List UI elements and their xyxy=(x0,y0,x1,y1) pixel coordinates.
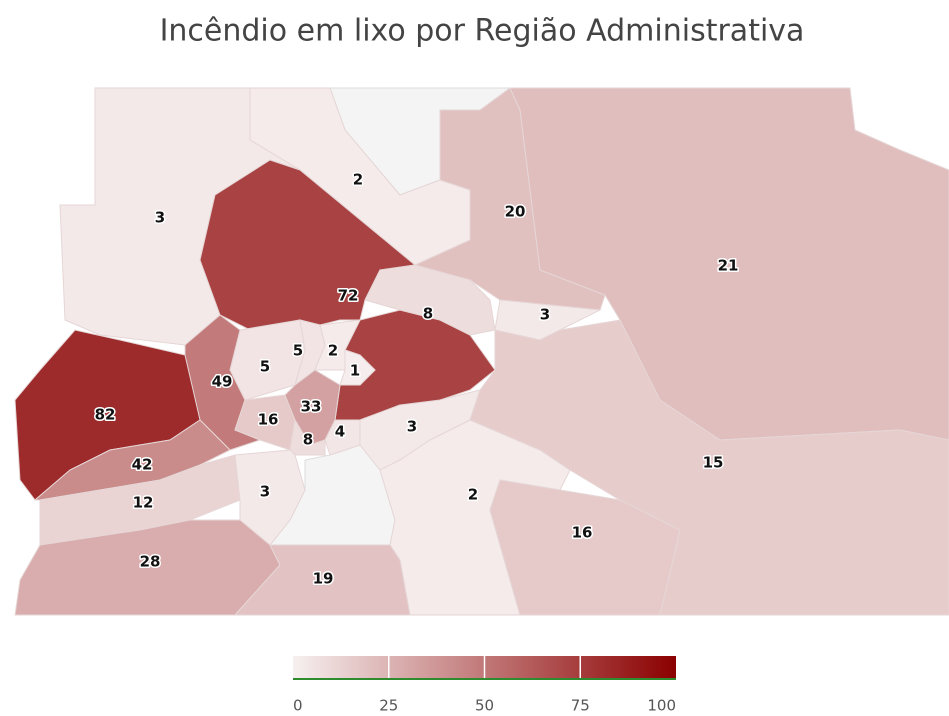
region-label: 3 xyxy=(155,209,165,227)
region xyxy=(469,319,949,616)
region-label: 16 xyxy=(258,411,279,429)
region-label: 4 xyxy=(335,423,345,441)
region-label: 8 xyxy=(423,305,433,323)
colorbar-tick-label: 75 xyxy=(571,697,590,715)
region-label: 20 xyxy=(505,203,526,221)
region-label: 8 xyxy=(303,431,313,449)
map-title: Incêndio em lixo por Região Administrati… xyxy=(160,14,805,49)
region-label: 19 xyxy=(313,570,334,588)
region-label: 3 xyxy=(540,306,550,324)
region-label: 2 xyxy=(328,342,338,360)
region xyxy=(339,349,376,386)
colorbar-tick-label: 25 xyxy=(379,697,398,715)
region-label: 42 xyxy=(132,456,153,474)
region-label: 82 xyxy=(95,406,116,424)
colorbar-tick-label: 0 xyxy=(293,697,303,715)
region-label: 28 xyxy=(140,553,161,571)
region-label: 12 xyxy=(133,494,154,512)
region-label: 1 xyxy=(350,362,360,380)
region-label: 3 xyxy=(407,418,417,436)
region-label: 2 xyxy=(468,486,478,504)
region-label: 5 xyxy=(293,342,303,360)
region-label: 2 xyxy=(353,171,363,189)
region xyxy=(233,544,411,616)
region-label: 3 xyxy=(260,483,270,501)
region xyxy=(364,264,496,336)
region-label: 49 xyxy=(212,373,233,391)
region xyxy=(234,449,306,546)
region-label: 33 xyxy=(301,398,322,416)
colorbar-tick-label: 50 xyxy=(475,697,494,715)
region-label: 5 xyxy=(260,358,270,376)
region-label: 15 xyxy=(703,454,724,472)
region-label: 72 xyxy=(338,287,359,305)
region-label: 21 xyxy=(718,257,739,275)
region xyxy=(324,419,361,456)
colorbar-tick-label: 100 xyxy=(647,697,676,715)
region-label: 16 xyxy=(572,524,593,542)
